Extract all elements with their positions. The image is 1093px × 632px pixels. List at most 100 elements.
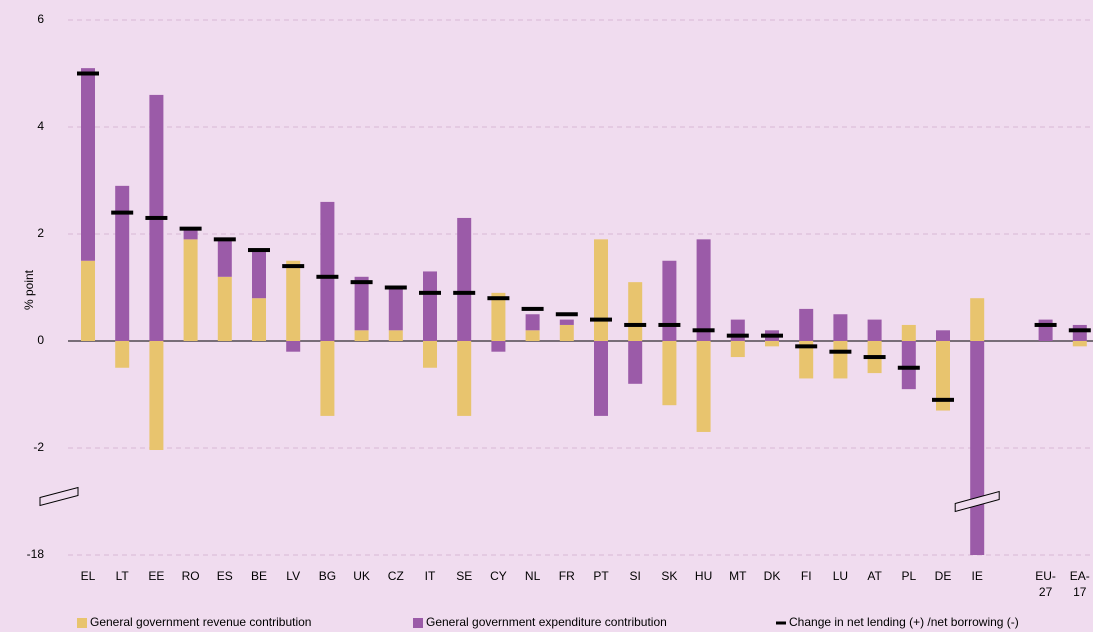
bar bbox=[662, 341, 677, 406]
x-tick-label: PL bbox=[901, 569, 916, 583]
x-tick-label: EU- 27 bbox=[1035, 569, 1056, 599]
net-lending-dash bbox=[316, 274, 339, 279]
x-tick-label: FR bbox=[559, 569, 575, 583]
y-tick-label: 0 bbox=[37, 333, 44, 347]
bar bbox=[799, 341, 814, 379]
axis-break bbox=[954, 490, 1000, 513]
x-tick-label: HU bbox=[695, 569, 712, 583]
net-lending-dash bbox=[248, 248, 270, 253]
x-tick-label: EE bbox=[148, 569, 164, 583]
bar bbox=[559, 319, 574, 325]
bar bbox=[1072, 324, 1087, 341]
net-lending-dash bbox=[487, 296, 510, 301]
bar bbox=[491, 341, 506, 352]
x-tick-label-part: 27 bbox=[1039, 585, 1053, 599]
net-lending-dash bbox=[590, 317, 612, 322]
x-tick-label: CZ bbox=[388, 569, 404, 583]
y-tick-label: -2 bbox=[33, 440, 44, 454]
x-tick-label: BG bbox=[319, 569, 336, 583]
net-lending-dash bbox=[863, 355, 886, 360]
legend-swatch bbox=[77, 618, 87, 628]
net-lending-dash bbox=[624, 322, 647, 327]
net-lending-dash bbox=[77, 71, 99, 76]
bar bbox=[662, 260, 677, 341]
bar bbox=[936, 341, 950, 411]
net-lending-dash bbox=[932, 397, 954, 402]
y-tick-label: 2 bbox=[37, 226, 44, 240]
bar bbox=[901, 341, 916, 390]
y-tick-label: -18 bbox=[27, 547, 45, 561]
x-tick-label: MT bbox=[729, 569, 747, 583]
x-tick-label: SI bbox=[630, 569, 641, 583]
bar bbox=[423, 341, 437, 368]
bar bbox=[183, 239, 198, 341]
y-tick-label: 4 bbox=[37, 119, 44, 133]
bar bbox=[354, 276, 369, 331]
net-lending-dash bbox=[350, 280, 373, 285]
bar bbox=[1038, 319, 1053, 341]
x-tick-label: EL bbox=[81, 569, 96, 583]
net-lending-dash bbox=[726, 333, 749, 338]
x-tick-label: UK bbox=[353, 569, 370, 583]
x-tick-label: PT bbox=[593, 569, 609, 583]
net-lending-dash bbox=[897, 365, 920, 370]
net-lending-dash bbox=[829, 349, 852, 354]
legend-swatch bbox=[776, 621, 786, 625]
bar bbox=[286, 341, 301, 352]
net-lending-dash bbox=[761, 333, 783, 338]
bar bbox=[628, 282, 643, 341]
bar bbox=[833, 341, 848, 379]
x-tick-label: AT bbox=[867, 569, 882, 583]
y-axis-label: % point bbox=[22, 269, 36, 310]
bar bbox=[149, 341, 164, 451]
bar bbox=[115, 341, 130, 368]
bar bbox=[936, 330, 950, 341]
bar bbox=[559, 324, 574, 341]
legend-label: General government expenditure contribut… bbox=[426, 615, 667, 629]
axis-break bbox=[39, 486, 79, 507]
net-lending-dash bbox=[555, 312, 578, 317]
net-lending-dash bbox=[795, 344, 818, 349]
bar bbox=[696, 239, 711, 341]
bar bbox=[628, 341, 643, 384]
net-lending-dash bbox=[179, 226, 202, 231]
net-lending-dash bbox=[1034, 322, 1057, 327]
bar bbox=[594, 341, 608, 416]
net-lending-dash bbox=[145, 215, 168, 220]
legend-label: Change in net lending (+) /net borrowing… bbox=[789, 615, 1019, 629]
x-tick-label: EA- 17 bbox=[1070, 569, 1090, 599]
net-lending-dash bbox=[692, 328, 715, 333]
bar bbox=[217, 239, 232, 277]
bar bbox=[491, 292, 506, 341]
x-tick-label: NL bbox=[525, 569, 541, 583]
bar bbox=[970, 341, 985, 555]
bar bbox=[799, 308, 814, 341]
bar bbox=[388, 330, 403, 341]
bar bbox=[388, 287, 403, 331]
bar bbox=[1072, 341, 1087, 347]
net-lending-dash bbox=[384, 285, 407, 290]
net-lending-dash bbox=[453, 290, 476, 295]
bar bbox=[81, 68, 95, 261]
bar bbox=[594, 239, 608, 341]
bar bbox=[901, 324, 916, 341]
x-tick-label: RO bbox=[182, 569, 200, 583]
y-tick-label: 6 bbox=[37, 12, 44, 26]
bar bbox=[183, 228, 198, 240]
x-tick-label-part: EA- bbox=[1070, 569, 1090, 583]
bar bbox=[525, 314, 540, 331]
bar bbox=[867, 319, 882, 341]
net-lending-dash bbox=[282, 264, 305, 269]
net-lending-dash bbox=[1068, 328, 1091, 333]
bar bbox=[286, 260, 301, 341]
x-tick-label: CY bbox=[490, 569, 507, 583]
x-tick-label: SK bbox=[661, 569, 677, 583]
bar bbox=[730, 319, 745, 341]
bar bbox=[252, 298, 266, 341]
x-tick-label-part: EU- bbox=[1035, 569, 1056, 583]
bar bbox=[320, 201, 335, 341]
bar bbox=[354, 330, 369, 341]
bar bbox=[457, 217, 472, 341]
